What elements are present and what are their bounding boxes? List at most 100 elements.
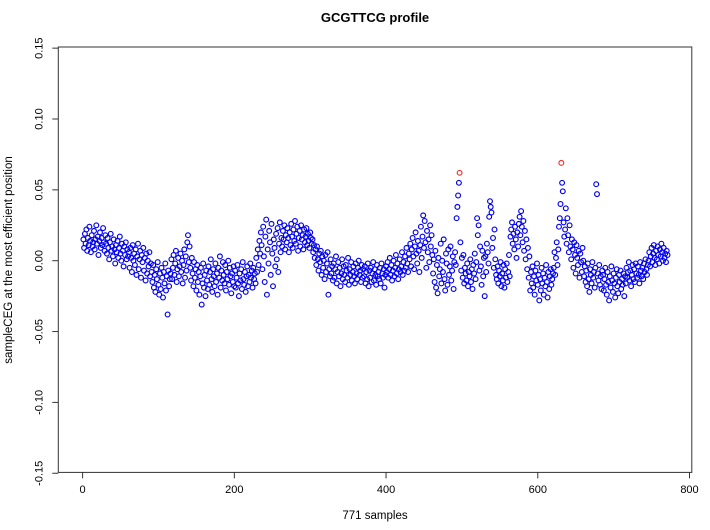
x-axis-label: 771 samples <box>342 510 407 522</box>
data-point <box>594 191 600 198</box>
data-point <box>600 287 607 294</box>
data-point <box>381 284 388 291</box>
data-point <box>355 257 362 264</box>
y-tick-label: 0.00 <box>34 250 46 271</box>
data-point <box>323 260 330 267</box>
data-point <box>205 263 212 270</box>
data-point <box>161 280 168 287</box>
data-point <box>512 223 518 230</box>
data-point <box>222 262 229 268</box>
data-point <box>462 270 469 277</box>
data-point <box>524 244 531 251</box>
data-point <box>233 274 240 281</box>
data-point <box>187 264 194 271</box>
data-point <box>248 274 254 281</box>
data-point <box>140 244 147 251</box>
data-point <box>272 263 279 270</box>
data-point <box>364 260 371 267</box>
data-point <box>552 271 559 278</box>
data-point <box>325 291 332 298</box>
data-point <box>508 226 515 233</box>
data-point <box>517 232 524 239</box>
data-point <box>228 290 235 297</box>
data-point <box>506 252 512 258</box>
data-point <box>342 262 349 268</box>
data-point <box>285 249 292 256</box>
data-point <box>377 280 384 287</box>
data-point <box>364 276 371 283</box>
data-point <box>275 269 282 275</box>
data-point <box>452 262 459 268</box>
data-point <box>250 264 257 271</box>
data-point <box>188 277 195 284</box>
y-tick-label: -0.10 <box>34 390 46 415</box>
data-point <box>475 222 482 229</box>
data-point <box>209 288 216 295</box>
data-point <box>536 297 543 304</box>
data-point <box>263 216 270 223</box>
data-point <box>295 235 302 241</box>
data-point <box>564 215 571 222</box>
data-point <box>337 283 344 290</box>
y-tick-label: 0.10 <box>34 108 46 129</box>
data-point <box>116 233 123 240</box>
data-points <box>80 179 671 318</box>
data-point <box>417 223 424 230</box>
data-point <box>149 279 156 285</box>
data-point <box>506 273 513 280</box>
data-point <box>269 250 276 257</box>
data-point <box>235 293 242 300</box>
data-point <box>214 291 221 298</box>
data-point <box>427 243 434 250</box>
x-tick-label: 800 <box>680 484 698 496</box>
data-point <box>433 262 440 268</box>
data-point <box>271 244 278 251</box>
data-point <box>472 276 479 283</box>
data-point <box>619 281 626 288</box>
data-point <box>103 250 110 257</box>
data-point <box>309 236 316 243</box>
data-point <box>353 270 360 277</box>
data-point <box>162 260 169 267</box>
data-point <box>292 240 299 247</box>
data-point <box>95 252 102 258</box>
data-point <box>491 226 498 233</box>
data-point <box>529 263 536 270</box>
data-point <box>490 235 496 241</box>
data-point <box>521 227 528 234</box>
data-point <box>477 263 484 270</box>
data-point <box>448 277 455 284</box>
data-point <box>423 264 430 271</box>
data-point <box>317 259 324 266</box>
data-point <box>441 276 448 283</box>
data-point <box>345 254 352 261</box>
data-point <box>86 223 93 230</box>
data-point <box>244 263 251 270</box>
data-point <box>254 269 261 275</box>
data-point <box>458 254 465 261</box>
data-point <box>146 249 153 256</box>
data-point <box>570 264 577 271</box>
data-point <box>290 226 297 233</box>
data-point <box>596 262 603 268</box>
data-point <box>292 218 298 224</box>
data-point <box>492 256 499 263</box>
data-point <box>549 276 556 283</box>
data-point <box>478 281 485 288</box>
data-point <box>260 253 267 260</box>
data-point <box>573 242 580 249</box>
data-point <box>504 279 511 285</box>
data-point <box>455 179 462 186</box>
data-point <box>173 279 180 285</box>
data-point <box>532 267 539 274</box>
data-point <box>466 273 473 280</box>
data-point <box>572 270 579 277</box>
data-point <box>274 225 281 232</box>
data-point <box>343 267 350 274</box>
data-point <box>402 253 408 260</box>
data-point <box>288 220 295 227</box>
data-point <box>289 244 296 251</box>
data-point <box>537 287 544 294</box>
data-point <box>468 279 474 285</box>
data-point <box>152 288 159 295</box>
